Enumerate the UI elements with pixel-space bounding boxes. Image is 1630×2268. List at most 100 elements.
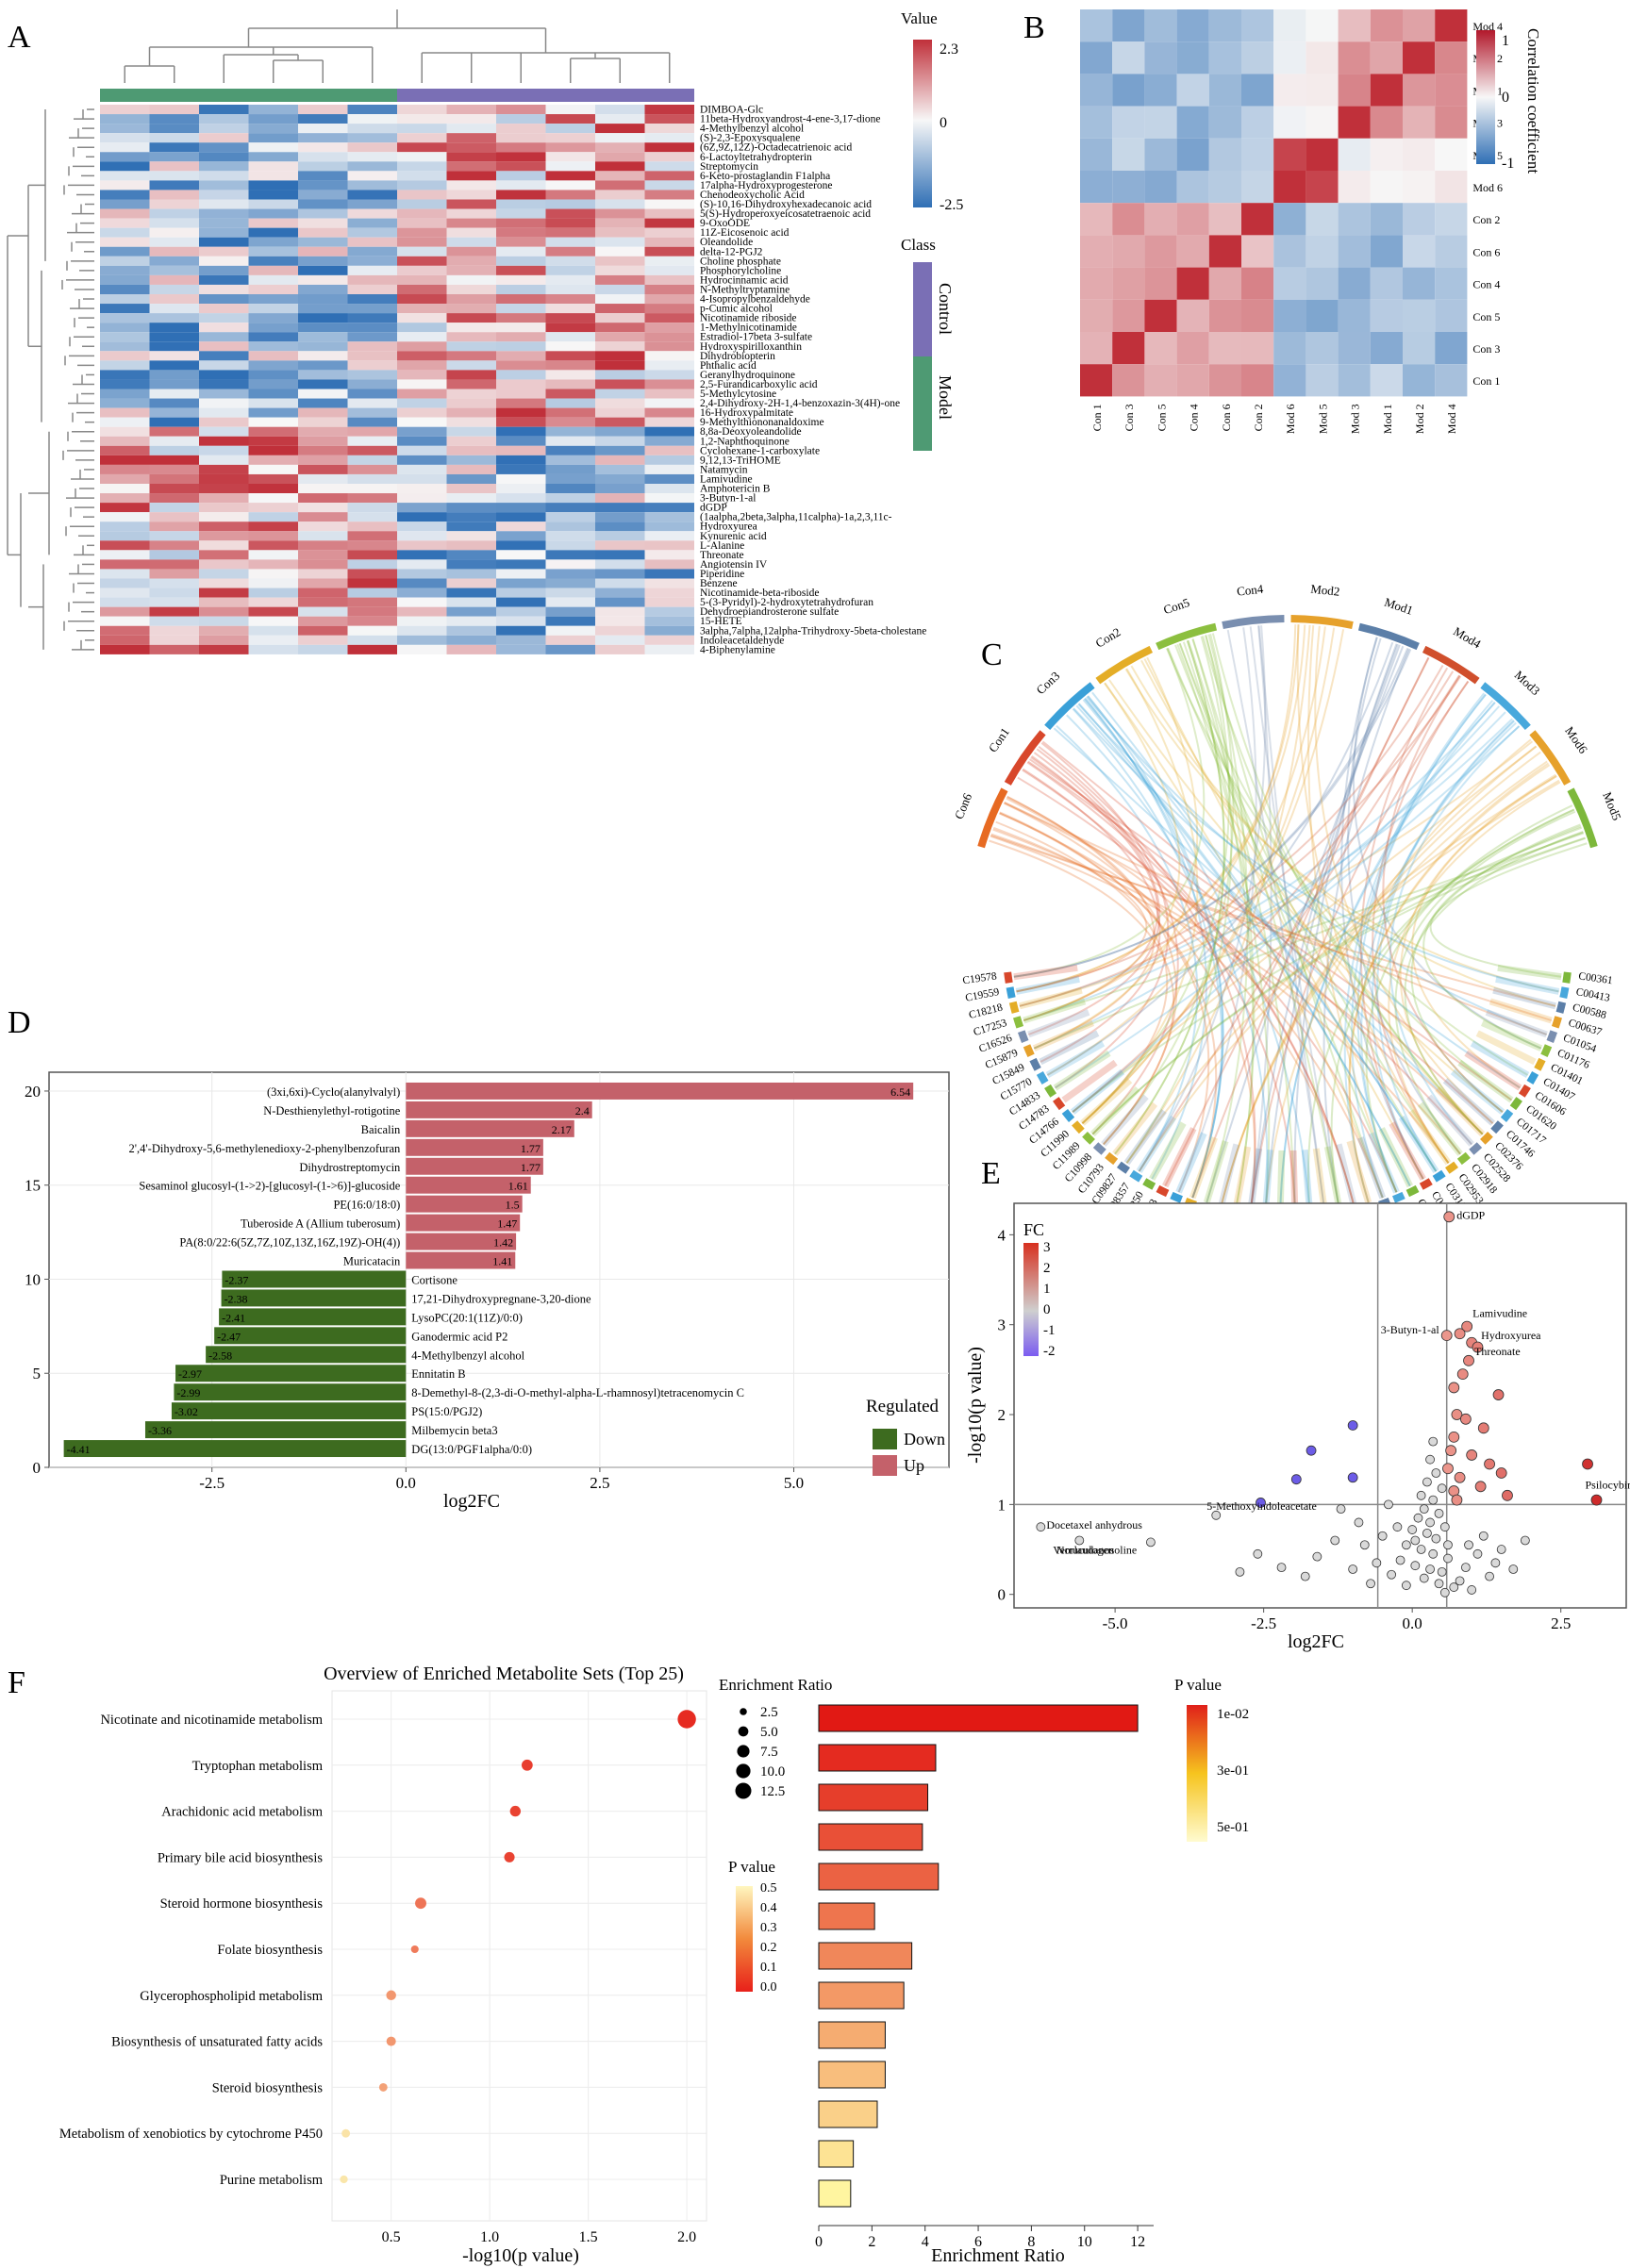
- heatmap-cell: [496, 332, 546, 342]
- heatmap-cell: [446, 171, 496, 181]
- heatmap-cell: [199, 370, 249, 380]
- heatmap-cell: [595, 180, 645, 190]
- heatmap-cell: [248, 274, 298, 285]
- correlation-cell: [1208, 106, 1241, 139]
- heatmap-cell: [347, 274, 397, 285]
- correlation-cell: [1370, 203, 1403, 236]
- y-tick-label: 4: [998, 1226, 1006, 1244]
- correlation-cell: [1338, 267, 1371, 300]
- heatmap-cell: [347, 332, 397, 342]
- heatmap-cell: [496, 218, 546, 228]
- chord-link: [1061, 1059, 1118, 1103]
- chord-link: [1085, 696, 1548, 1035]
- size-legend-dot: [737, 1745, 750, 1758]
- correlation-col-label: Con 4: [1188, 404, 1201, 431]
- enrichment-bar: [818, 2140, 855, 2168]
- chord-link: [1220, 751, 1541, 1207]
- heatmap-cell: [496, 105, 546, 115]
- correlation-col-label: Con 6: [1220, 404, 1233, 431]
- heatmap-cell: [545, 379, 595, 389]
- chord-link: [1019, 675, 1462, 1007]
- chord-link: [1378, 1127, 1413, 1188]
- heatmap-cell: [199, 304, 249, 314]
- heatmap-row-label: Phosphorylcholine: [700, 265, 781, 276]
- chord-link: [1003, 802, 1256, 1213]
- heatmap-row-label: Nicotinamide riboside: [700, 313, 797, 324]
- enrichment-category-label: Purine metabolism: [220, 2173, 324, 2188]
- correlation-cell: [1144, 106, 1177, 139]
- chord-link: [1422, 825, 1582, 1050]
- enrichment-bars: [818, 1704, 1139, 2208]
- heatmap-cell: [595, 559, 645, 570]
- heatmap-cell: [100, 227, 150, 238]
- correlation-cell: [1208, 74, 1241, 107]
- heatmap-cell: [248, 351, 298, 361]
- heatmap-cell: [644, 171, 694, 181]
- heatmap-cell: [199, 256, 249, 266]
- heatmap-cell: [446, 341, 496, 352]
- chord-link: [1368, 1132, 1400, 1194]
- chord-link: [1072, 705, 1501, 1113]
- correlation-cell: [1306, 299, 1339, 332]
- correlation-col-label: Con 5: [1155, 404, 1168, 431]
- enrichment-bar-axis: 0 2 4 6 8 10 12: [815, 2225, 1154, 2250]
- heatmap-cell: [595, 644, 645, 654]
- bar: [406, 1233, 517, 1250]
- compound-arc: [1170, 1191, 1183, 1203]
- heatmap-cell: [347, 360, 397, 371]
- correlation-cell: [1112, 235, 1145, 268]
- heatmap-cell: [298, 304, 348, 314]
- heatmap-cell: [298, 218, 348, 228]
- heatmap-cell: [644, 398, 694, 408]
- bar: [406, 1119, 574, 1137]
- heatmap-cell: [248, 142, 298, 153]
- heatmap-cell: [298, 531, 348, 541]
- heatmap-cell: [545, 133, 595, 143]
- correlation-cell: [1338, 203, 1371, 236]
- chord-link: [1475, 1030, 1537, 1066]
- heatmap-cell: [298, 341, 348, 352]
- heatmap-cell: [298, 152, 348, 162]
- x-tick-label: 2.0: [677, 2229, 696, 2245]
- heatmap-cell: [595, 597, 645, 607]
- correlation-cell: [1112, 106, 1145, 139]
- sample-label: Mod5: [1600, 790, 1624, 822]
- heatmap-cell: [397, 578, 447, 588]
- chord-link: [1028, 758, 1513, 1101]
- chord-link: [1293, 643, 1398, 1215]
- chord-link: [1307, 625, 1398, 1193]
- heatmap-row-label: DIMBOA-Glc: [700, 105, 763, 116]
- compound-arc: [1419, 1178, 1433, 1190]
- heatmap-row-label: Amphotericin B: [700, 484, 771, 495]
- value-colorbar: [913, 40, 932, 207]
- bar-value-label: 1.77: [521, 1161, 541, 1174]
- heatmap-cell: [100, 569, 150, 579]
- correlation-cell: [1403, 171, 1436, 204]
- heatmap-cell: [446, 237, 496, 247]
- y-tick-label: 0: [33, 1459, 42, 1477]
- bar-value-label: -2.38: [225, 1292, 248, 1305]
- volcano-point: [1431, 1533, 1441, 1544]
- bar-category-label: 8-Demethyl-8-(2,3-di-O-methyl-alpha-L-rh…: [411, 1386, 744, 1399]
- heatmap-cell: [644, 379, 694, 389]
- heatmap-cell: [347, 227, 397, 238]
- chord-link: [1202, 636, 1484, 1135]
- heatmap-cell: [248, 332, 298, 342]
- chord-link: [1087, 695, 1438, 1172]
- chord-link: [1220, 745, 1538, 1207]
- heatmap-cell: [248, 256, 298, 266]
- sample-arc: [1095, 645, 1154, 685]
- volcano-point: [1428, 1495, 1439, 1505]
- heatmap-cell: [595, 398, 645, 408]
- heatmap-cell: [298, 114, 348, 124]
- heatmap-cell: [496, 124, 546, 134]
- heatmap-cell: [397, 588, 447, 598]
- heatmap-cell: [100, 616, 150, 626]
- bar-value-label: 2.4: [575, 1104, 590, 1117]
- heatmap-cell: [545, 246, 595, 257]
- volcano-point: [1347, 1420, 1358, 1431]
- heatmap-cell: [248, 473, 298, 484]
- volcano-point: [1467, 1585, 1477, 1595]
